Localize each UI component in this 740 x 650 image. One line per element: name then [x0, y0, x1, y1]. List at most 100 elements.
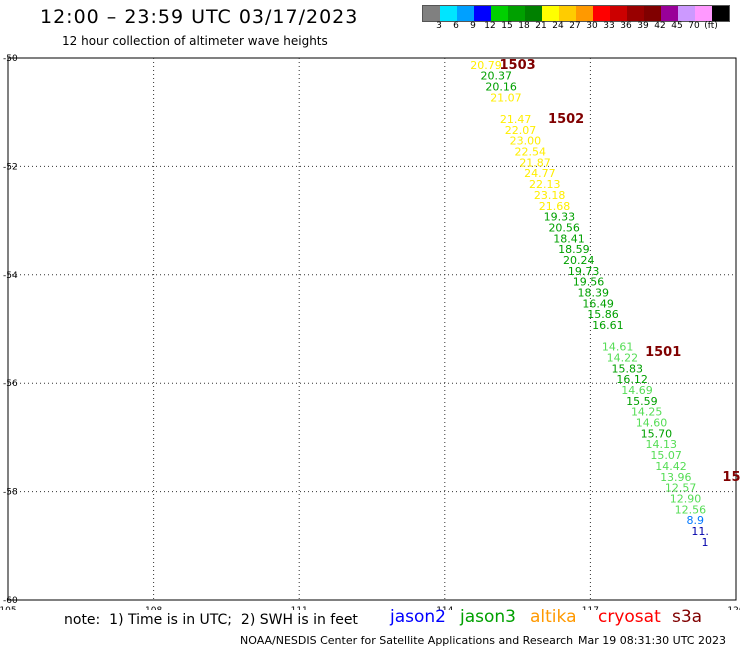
wave-height-point: 21.68 — [539, 200, 571, 213]
wave-height-point: 20.79 — [470, 59, 502, 72]
note-text: note: 1) Time is in UTC; 2) SWH is in fe… — [64, 612, 358, 628]
wave-height-point: 14.69 — [621, 384, 653, 397]
legend-swatch — [712, 6, 729, 21]
wave-height-point: 20.16 — [485, 81, 517, 94]
wave-height-point: 12.56 — [675, 503, 707, 516]
legend-swatch — [610, 6, 627, 21]
wave-height-point: 1 — [701, 536, 708, 549]
legend-label: 24 — [552, 21, 564, 31]
legend-swatch — [474, 6, 491, 21]
wave-height-point: 21.87 — [519, 156, 551, 169]
pass-time-label: 150 — [722, 470, 740, 485]
wave-height-point: 20.56 — [548, 221, 580, 234]
sat-altika: altika — [530, 607, 577, 627]
wave-height-point: 22.13 — [529, 178, 561, 191]
legend-swatch — [542, 6, 559, 21]
legend-swatch — [457, 6, 474, 21]
wave-height-point: 21.07 — [490, 91, 522, 104]
legend-label: (ft) — [704, 21, 718, 31]
wave-height-point: 16.12 — [616, 373, 648, 386]
legend-swatch — [661, 6, 678, 21]
legend-label: 30 — [586, 21, 598, 31]
wave-height-point: 11. — [691, 525, 709, 538]
legend-swatch — [593, 6, 610, 21]
legend-label: 21 — [535, 21, 547, 31]
sat-s3a: s3a — [672, 607, 703, 627]
legend-swatch — [644, 6, 661, 21]
pass-time-label: 1502 — [548, 112, 584, 127]
x-tick-label: 108 — [145, 606, 162, 610]
y-tick-label: -54 — [3, 271, 18, 281]
footer-organization: NOAA/NESDIS Center for Satellite Applica… — [240, 634, 574, 647]
legend-swatch — [678, 6, 695, 21]
x-tick-label: 111 — [291, 606, 308, 610]
color-legend-labels: 3 6 9 12 15 18 21 24 27 30 33 36 39 42 45 70 (ft) — [422, 21, 740, 33]
wave-height-point: 14.61 — [602, 341, 634, 354]
wave-height-point: 16.49 — [582, 297, 614, 310]
wave-height-point: 23.18 — [534, 189, 566, 202]
wave-height-point: 12.90 — [670, 492, 702, 505]
wave-height-point: 15.83 — [612, 362, 644, 375]
legend-swatch — [559, 6, 576, 21]
legend-label: 33 — [603, 21, 615, 31]
wave-height-point: 8.9 — [686, 514, 704, 527]
wave-height-point: 18.41 — [553, 232, 585, 245]
x-tick-label: 105 — [0, 606, 17, 610]
legend-swatch — [440, 6, 457, 21]
legend-label: 3 — [436, 21, 442, 31]
wave-height-point: 20.24 — [563, 254, 595, 267]
legend-swatch — [627, 6, 644, 21]
x-tick-label: 114 — [436, 606, 453, 610]
legend-label: 12 — [484, 21, 496, 31]
sat-jason3: jason3 — [460, 607, 516, 627]
wave-height-plot: 105 108 111 114 117 120 -50 -52 -54 -56 -58 -60 20.7… — [0, 54, 740, 610]
wave-height-point: 19.56 — [573, 276, 605, 289]
legend-swatch — [576, 6, 593, 21]
y-tick-label: -60 — [3, 596, 18, 606]
chart-title: 12:00 – 23:59 UTC 03/17/2023 — [40, 6, 359, 28]
legend-label: 45 — [671, 21, 683, 31]
wave-height-point: 12.57 — [665, 482, 697, 495]
legend-label: 70 — [688, 21, 700, 31]
wave-height-point: 20.37 — [480, 70, 512, 83]
chart-subtitle: 12 hour collection of altimeter wave hei… — [62, 34, 328, 48]
wave-height-point: 23.00 — [510, 135, 542, 148]
wave-height-point: 19.33 — [544, 211, 576, 224]
legend-swatch — [423, 6, 440, 21]
wave-height-point: 14.22 — [607, 352, 639, 365]
sat-jason2: jason2 — [390, 607, 446, 627]
legend-label: 9 — [470, 21, 476, 31]
pass-time-label: 1503 — [500, 58, 536, 73]
legend-label: 27 — [569, 21, 581, 31]
wave-height-point: 18.59 — [558, 243, 590, 256]
y-tick-label: -58 — [3, 488, 18, 498]
wave-height-point: 15.07 — [650, 449, 682, 462]
wave-height-point: 15.86 — [587, 308, 619, 321]
pass-time-label: 1501 — [645, 345, 681, 360]
wave-height-point: 14.42 — [655, 460, 687, 473]
y-tick-label: -52 — [3, 162, 18, 172]
legend-label: 15 — [501, 21, 513, 31]
legend-label: 39 — [637, 21, 649, 31]
x-tick-label: 120 — [727, 606, 740, 610]
legend-label: 42 — [654, 21, 666, 31]
legend-swatch — [508, 6, 525, 21]
wave-height-point: 19.73 — [568, 265, 600, 278]
legend-swatch — [491, 6, 508, 21]
legend-label: 6 — [453, 21, 459, 31]
sat-cryosat: cryosat — [598, 607, 661, 627]
x-tick-label: 117 — [582, 606, 599, 610]
wave-height-point: 14.60 — [636, 417, 668, 430]
plot-frame — [7, 57, 737, 601]
wave-height-point: 15.70 — [641, 427, 673, 440]
wave-height-point: 13.96 — [660, 471, 692, 484]
legend-label: 36 — [620, 21, 632, 31]
legend-label: 18 — [518, 21, 530, 31]
y-tick-label: -56 — [3, 379, 18, 389]
footer-timestamp: Mar 19 08:31:30 UTC 2023 — [578, 634, 726, 647]
wave-height-point: 14.25 — [631, 406, 663, 419]
wave-height-point: 22.54 — [514, 146, 546, 159]
wave-height-point: 22.07 — [505, 124, 537, 137]
wave-height-point: 21.47 — [500, 113, 532, 126]
wave-height-point: 15.59 — [626, 395, 658, 408]
